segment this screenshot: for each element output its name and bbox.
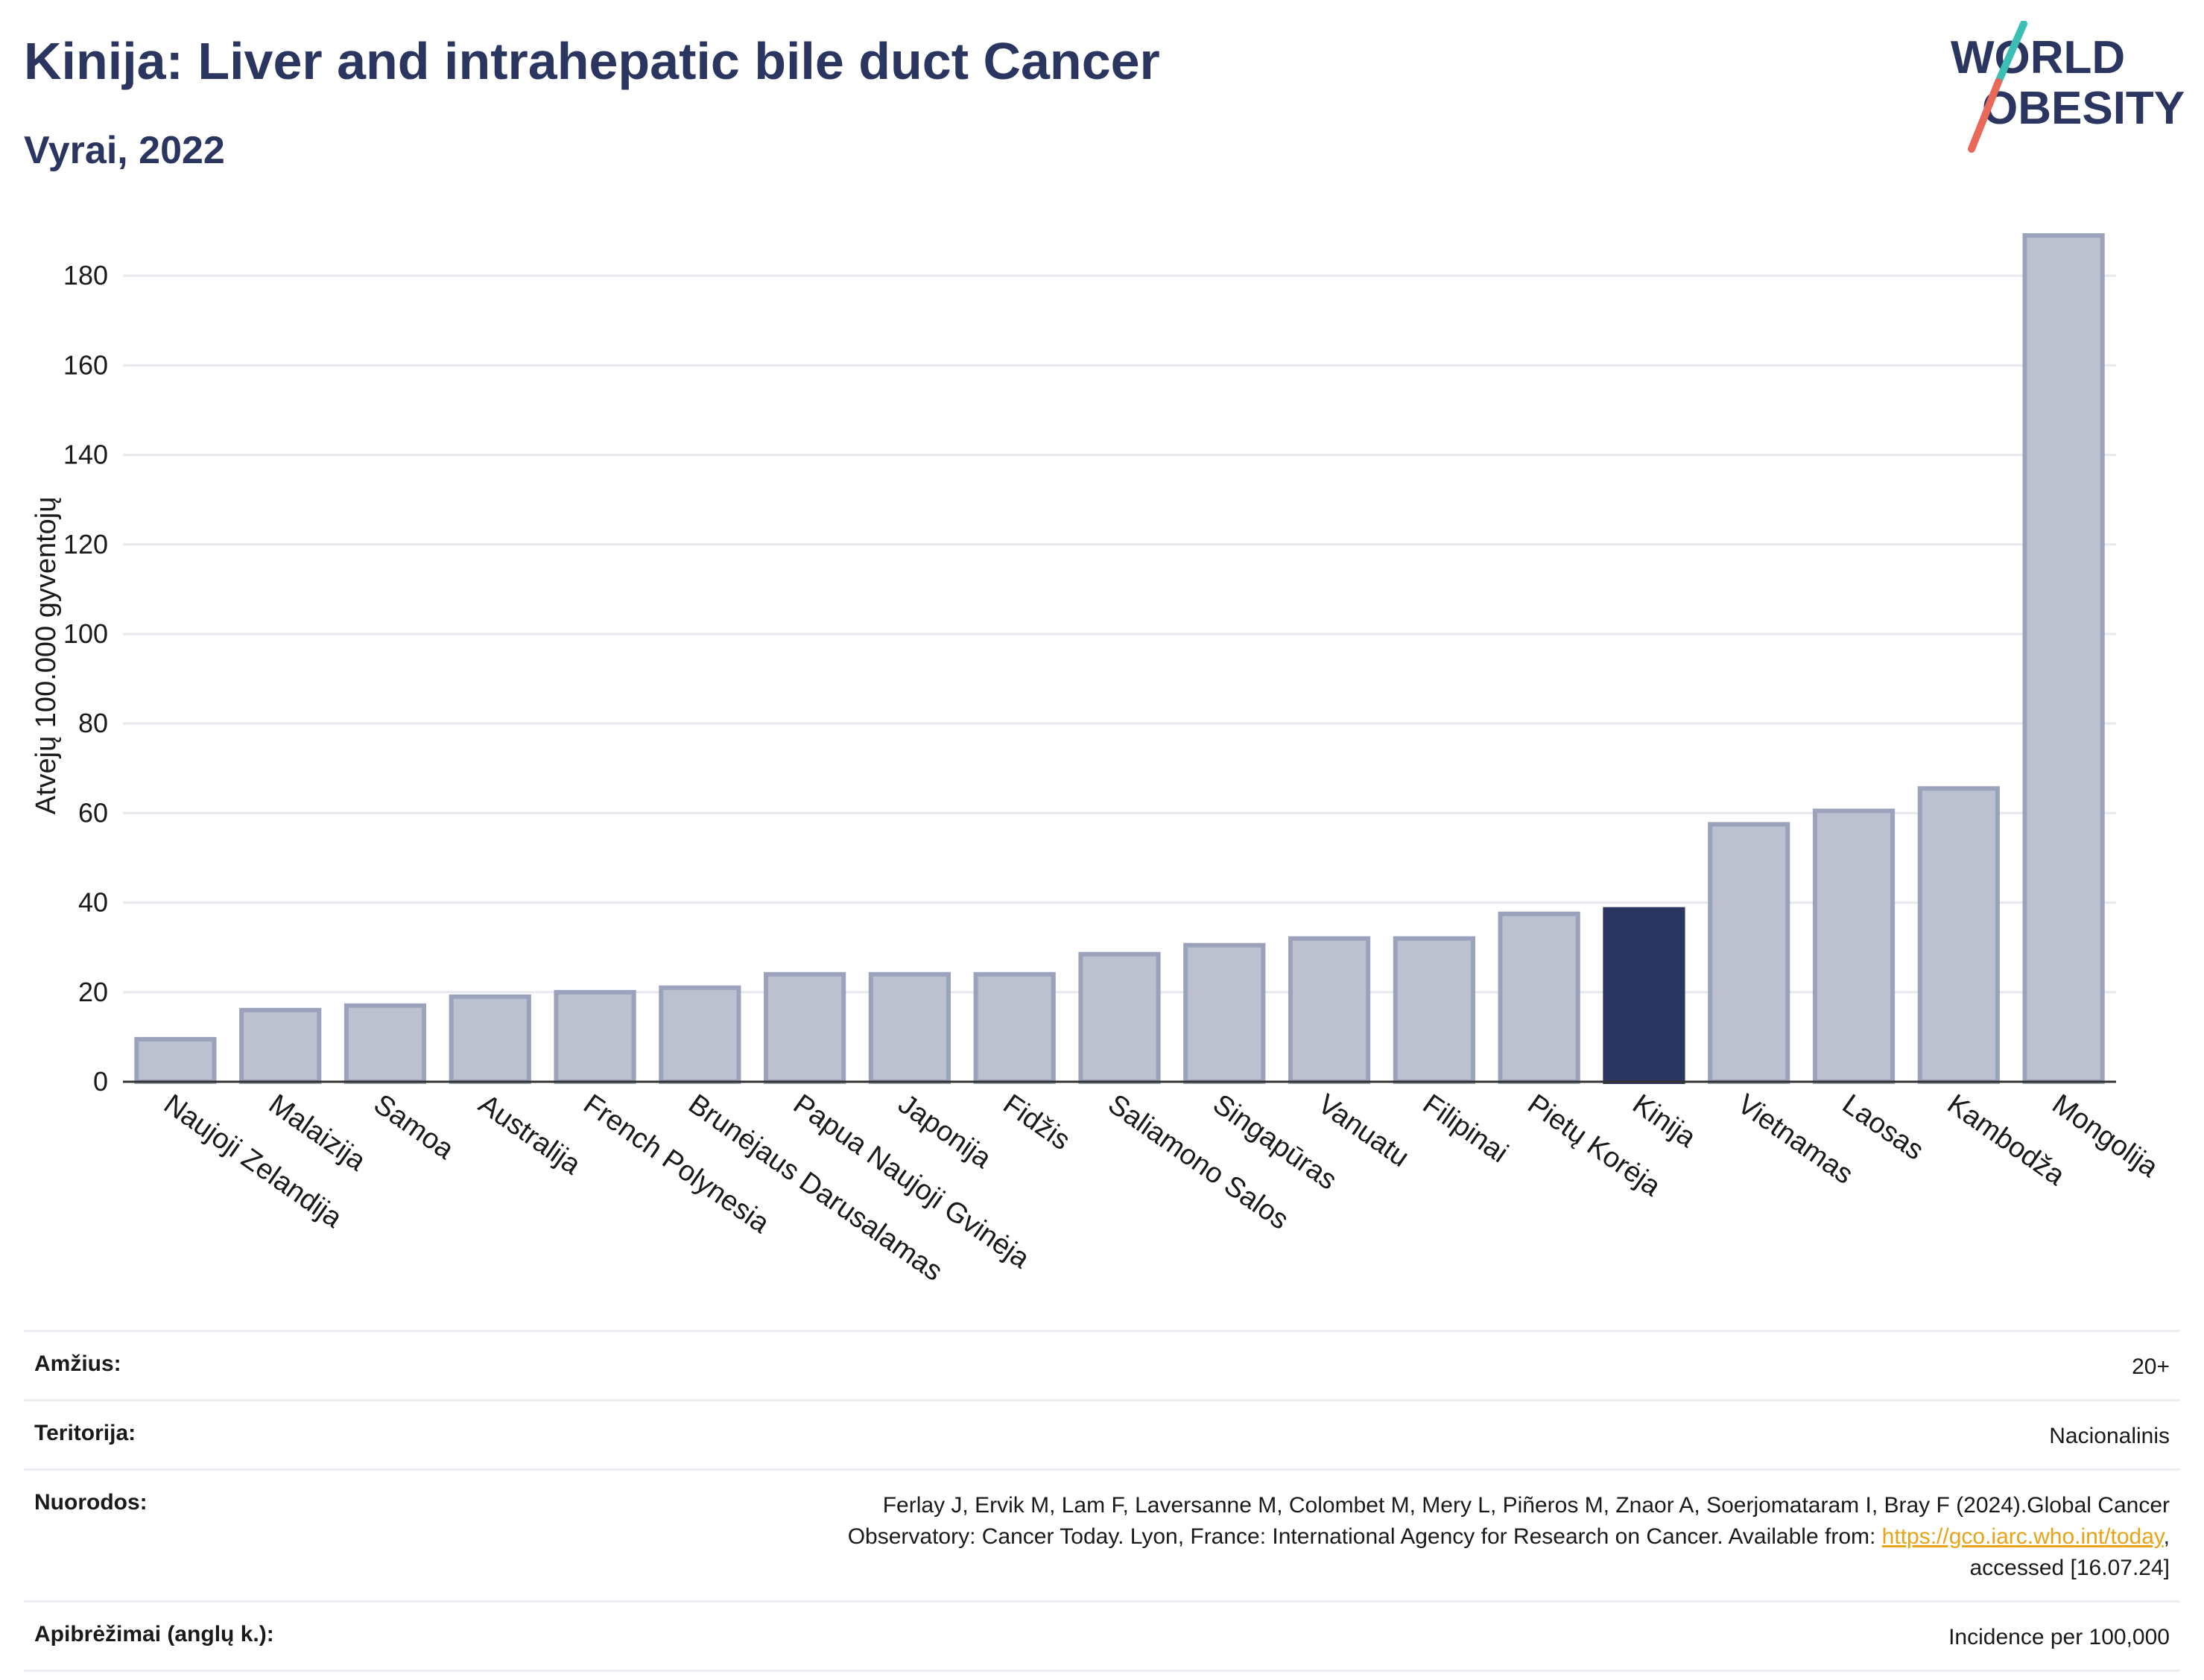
x-tick-label: Filipinai: [1417, 1088, 1514, 1169]
meta-row-territory: Teritorija: Nacionalinis: [24, 1399, 2180, 1468]
references-line-2-end: ,: [2163, 1524, 2170, 1549]
y-axis-ticks: 0 20 40 60 80 100 120 140 160 180: [63, 260, 108, 1097]
references-line-2: Observatory: Cancer Today. Lyon, France:…: [847, 1524, 1882, 1549]
bar-laosas[interactable]: [1812, 808, 1896, 1085]
age-label: Amžius:: [34, 1351, 121, 1376]
meta-row-references: Nuorodos: Ferlay J, Ervik M, Lam F, Lave…: [24, 1468, 2180, 1600]
y-axis-label: Atvejų 100.000 gyventojų: [31, 497, 62, 815]
bar-kambod-a[interactable]: [1917, 786, 2000, 1084]
territory-label: Teritorija:: [34, 1421, 136, 1445]
x-tick-label: Kambodža: [1942, 1088, 2071, 1192]
meta-row-age: Amžius: 20+: [24, 1330, 2180, 1399]
y-tick-label: 40: [78, 887, 108, 918]
references-value: Ferlay J, Ervik M, Lam F, Laversanne M, …: [848, 1490, 2170, 1584]
bar-brun-jaus-darusalamas[interactable]: [659, 985, 741, 1085]
x-tick-label: Kinija: [1627, 1088, 1702, 1154]
x-tick-label: Fidžis: [998, 1088, 1076, 1156]
x-tick-label: Laosas: [1837, 1088, 1929, 1167]
bar-vietnamas[interactable]: [1708, 822, 1790, 1085]
y-tick-label: 160: [63, 349, 108, 380]
bar-piet-kor-ja[interactable]: [1498, 911, 1580, 1084]
bar-australija[interactable]: [449, 994, 531, 1085]
metadata-table: Amžius: 20+ Teritorija: Nacionalinis Nuo…: [24, 1330, 2180, 1672]
y-tick-label: 100: [63, 618, 108, 649]
bars: [134, 233, 2105, 1085]
y-tick-label: 120: [63, 529, 108, 560]
bar-japonija[interactable]: [868, 971, 951, 1085]
x-tick-label: Samoa: [368, 1088, 460, 1166]
logo-word-world: WORLD: [1951, 32, 2125, 83]
bar-french-polynesia[interactable]: [554, 989, 636, 1085]
y-tick-label: 60: [78, 797, 108, 828]
chart-title: Kinija: Liver and intrahepatic bile duct…: [24, 32, 1160, 90]
y-tick-label: 80: [78, 708, 108, 738]
x-tick-label: Australija: [473, 1088, 587, 1182]
bar-naujoji-zelandija[interactable]: [134, 1036, 217, 1085]
x-tick-label: Saliamono Salos: [1102, 1088, 1294, 1236]
bar-chart: 0 20 40 60 80 100 120 140 160 180 Naujoji Zelandi…: [31, 233, 2164, 1287]
bar-samoa[interactable]: [343, 1003, 427, 1085]
definitions-value: Incidence per 100,000: [1948, 1625, 2170, 1649]
meta-row-definitions: Apibrėžimai (anglų k.): Incidence per 10…: [24, 1600, 2180, 1672]
bar-papua-naujoji-gvin-ja[interactable]: [764, 971, 846, 1085]
logo-slash-bottom: [1968, 78, 2002, 153]
bar-filipinai[interactable]: [1393, 936, 1475, 1085]
logo-slash-top: [1995, 21, 2027, 86]
bar-saliamono-salos[interactable]: [1078, 951, 1161, 1085]
reference-link[interactable]: https://gco.iarc.who.int/today: [1881, 1524, 2164, 1549]
definitions-label: Apibrėžimai (anglų k.):: [34, 1622, 274, 1646]
chart-subtitle: Vyrai, 2022: [24, 129, 225, 172]
x-tick-label: Naujoji Zelandija: [158, 1088, 348, 1234]
y-tick-label: 140: [63, 440, 108, 470]
bar-vanuatu[interactable]: [1288, 936, 1371, 1085]
age-value: 20+: [2132, 1354, 2170, 1379]
bar-singap-ras[interactable]: [1183, 942, 1266, 1085]
references-label: Nuorodos:: [34, 1490, 148, 1515]
y-tick-label: 0: [93, 1066, 108, 1097]
references-line-1: Ferlay J, Ervik M, Lam F, Laversanne M, …: [882, 1493, 2170, 1518]
y-tick-label: 180: [63, 260, 108, 291]
world-obesity-logo: WORLD OBESITY: [1951, 21, 2185, 153]
logo-word-obesity: OBESITY: [1982, 83, 2185, 134]
x-tick-label: Vietnamas: [1732, 1088, 1859, 1191]
bar-malaizija[interactable]: [239, 1007, 322, 1085]
bar-fid-is[interactable]: [973, 971, 1056, 1085]
bar-kinija[interactable]: [1603, 907, 1685, 1084]
territory-value: Nacionalinis: [2049, 1424, 2170, 1448]
references-line-3: accessed [16.07.24]: [1969, 1556, 2170, 1580]
gridlines: [123, 274, 2116, 994]
y-tick-label: 20: [78, 977, 108, 1007]
bar-mongolija[interactable]: [2022, 233, 2105, 1085]
x-tick-label: French Polynesia: [577, 1088, 775, 1240]
